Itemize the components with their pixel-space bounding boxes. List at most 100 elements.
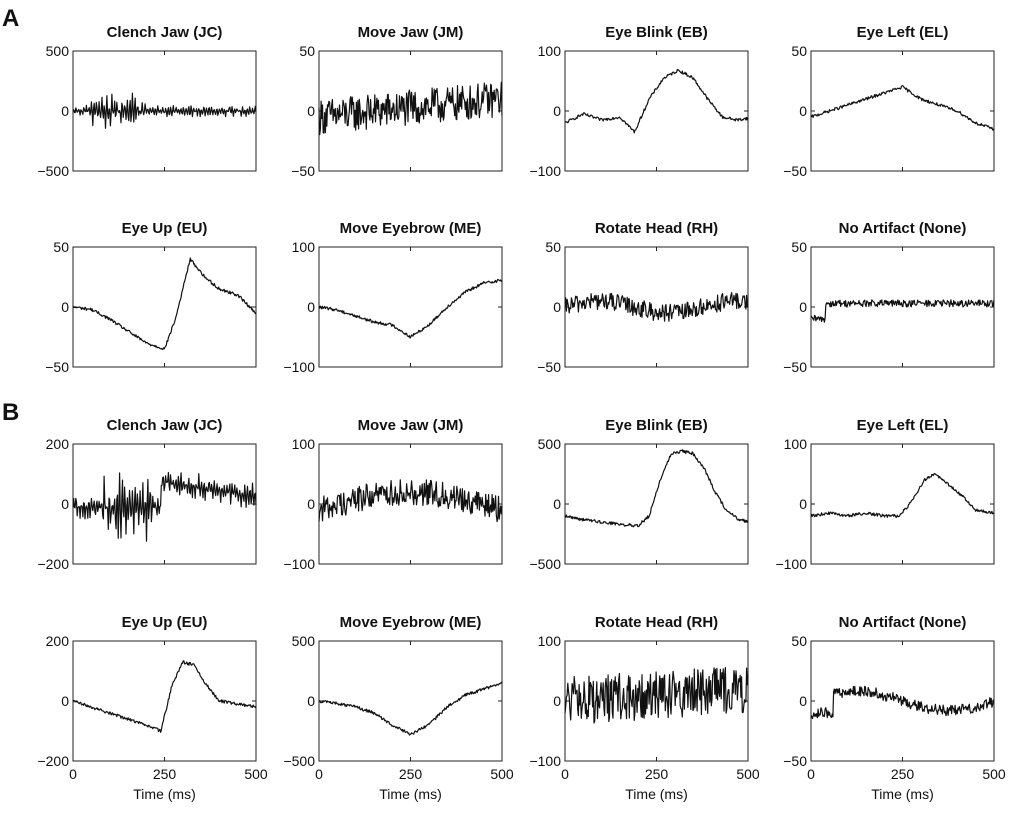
axes-box [318, 640, 503, 762]
y-tick-label: 200 [46, 436, 70, 452]
y-tick-label: 50 [545, 239, 561, 255]
x-tick-label: 250 [645, 766, 669, 782]
y-tick-label: −50 [537, 359, 561, 375]
series-line [810, 299, 995, 323]
y-tick-label: −100 [775, 556, 807, 572]
subplot-a-move-eyebrow-me: Move Eyebrow (ME) 100 0 −100 [283, 220, 503, 375]
subplot-title: Move Eyebrow (ME) [340, 220, 482, 237]
y-tick-label: 0 [553, 299, 561, 315]
subplot-title: Clench Jaw (JC) [107, 24, 223, 41]
axes-box [810, 50, 995, 172]
axes-box [318, 246, 503, 368]
y-tick-label: 0 [553, 103, 561, 119]
y-tick-label: 0 [307, 693, 315, 709]
y-tick-label: −100 [283, 359, 315, 375]
series-line [318, 479, 503, 523]
subplot-title: Eye Up (EU) [122, 614, 208, 631]
y-tick-label: 0 [61, 299, 69, 315]
series-line [318, 681, 503, 736]
panel-label-a: A [2, 5, 19, 32]
series-line [564, 449, 748, 528]
x-axis-label: Time (ms) [625, 786, 687, 802]
y-tick-label: 100 [292, 436, 316, 452]
series-line [72, 92, 257, 129]
series-line [318, 278, 503, 339]
y-tick-label: −50 [783, 753, 807, 769]
x-tick-label: 500 [490, 766, 514, 782]
x-axis-label: Time (ms) [379, 786, 441, 802]
y-tick-label: 0 [799, 496, 807, 512]
y-tick-label: −500 [529, 556, 561, 572]
y-tick-label: 100 [292, 239, 316, 255]
y-tick-label: 500 [292, 633, 316, 649]
subplot-title: Eye Left (EL) [857, 417, 949, 434]
panel-label-b: B [2, 399, 19, 426]
y-tick-label: 500 [538, 436, 562, 452]
y-tick-label: 50 [791, 633, 807, 649]
subplot-title: Move Jaw (JM) [358, 417, 464, 434]
subplot-title: Eye Blink (EB) [605, 417, 708, 434]
y-tick-label: −100 [529, 163, 561, 179]
series-line [564, 667, 749, 724]
subplot-b-move-jaw-jm: Move Jaw (JM) 100 0 −100 [283, 417, 503, 572]
subplot-a-eye-up-eu: Eye Up (EU) 50 0 −50 [45, 220, 257, 375]
series-line [72, 257, 257, 351]
subplot-a-move-jaw-jm: Move Jaw (JM) 50 0 −50 [291, 24, 503, 179]
x-tick-label: 0 [69, 766, 77, 782]
y-tick-label: 0 [61, 693, 69, 709]
x-tick-label: 0 [315, 766, 323, 782]
subplot-title: No Artifact (None) [839, 220, 967, 237]
x-tick-label: 0 [807, 766, 815, 782]
y-tick-label: −200 [37, 556, 69, 572]
y-tick-label: 0 [61, 496, 69, 512]
series-line [564, 292, 749, 322]
y-tick-label: 0 [799, 299, 807, 315]
x-tick-label: 250 [891, 766, 915, 782]
y-tick-label: 0 [61, 103, 69, 119]
y-tick-label: 0 [307, 299, 315, 315]
series-line [810, 685, 994, 719]
y-tick-label: 200 [46, 633, 70, 649]
axes-box [564, 50, 749, 172]
subplot-a-eye-blink-eb: Eye Blink (EB) 100 0 −100 [529, 24, 749, 179]
subplot-b-eye-blink-eb: Eye Blink (EB) 500 0 −500 [529, 417, 749, 572]
y-tick-label: 100 [784, 436, 808, 452]
series-line [318, 81, 503, 136]
series-line [810, 472, 995, 518]
subplot-title: Eye Left (EL) [857, 24, 949, 41]
subplot-b-eye-left-el: Eye Left (EL) 100 0 −100 [775, 417, 995, 572]
x-tick-label: 500 [736, 766, 760, 782]
subplot-a-eye-left-el: Eye Left (EL) 50 0 −50 [783, 24, 995, 179]
y-tick-label: 100 [538, 633, 562, 649]
subplot-a-no-artifact-none: No Artifact (None) 50 0 −50 [783, 220, 995, 375]
y-tick-label: 0 [799, 103, 807, 119]
subplot-title: Move Jaw (JM) [358, 24, 464, 41]
y-tick-label: 0 [553, 693, 561, 709]
y-tick-label: 50 [299, 43, 315, 59]
y-tick-label: −50 [783, 163, 807, 179]
y-tick-label: 50 [53, 239, 69, 255]
x-axis-label: Time (ms) [133, 786, 195, 802]
y-tick-label: 0 [307, 103, 315, 119]
y-tick-label: −50 [291, 163, 315, 179]
subplot-title: Clench Jaw (JC) [107, 417, 223, 434]
y-tick-label: 50 [791, 239, 807, 255]
series-line [810, 85, 995, 131]
subplot-title: Move Eyebrow (ME) [340, 614, 482, 631]
subplot-title: Rotate Head (RH) [595, 220, 718, 237]
subplot-title: No Artifact (None) [839, 614, 967, 631]
y-tick-label: 500 [46, 43, 70, 59]
subplot-b-clench-jaw-jc: Clench Jaw (JC) 200 0 −200 [37, 417, 257, 572]
series-line [564, 68, 749, 134]
y-tick-label: 50 [791, 43, 807, 59]
x-tick-label: 0 [561, 766, 569, 782]
y-tick-label: −50 [45, 359, 69, 375]
series-line [72, 471, 257, 542]
axes-box [564, 443, 749, 565]
subplot-title: Eye Blink (EB) [605, 24, 708, 41]
